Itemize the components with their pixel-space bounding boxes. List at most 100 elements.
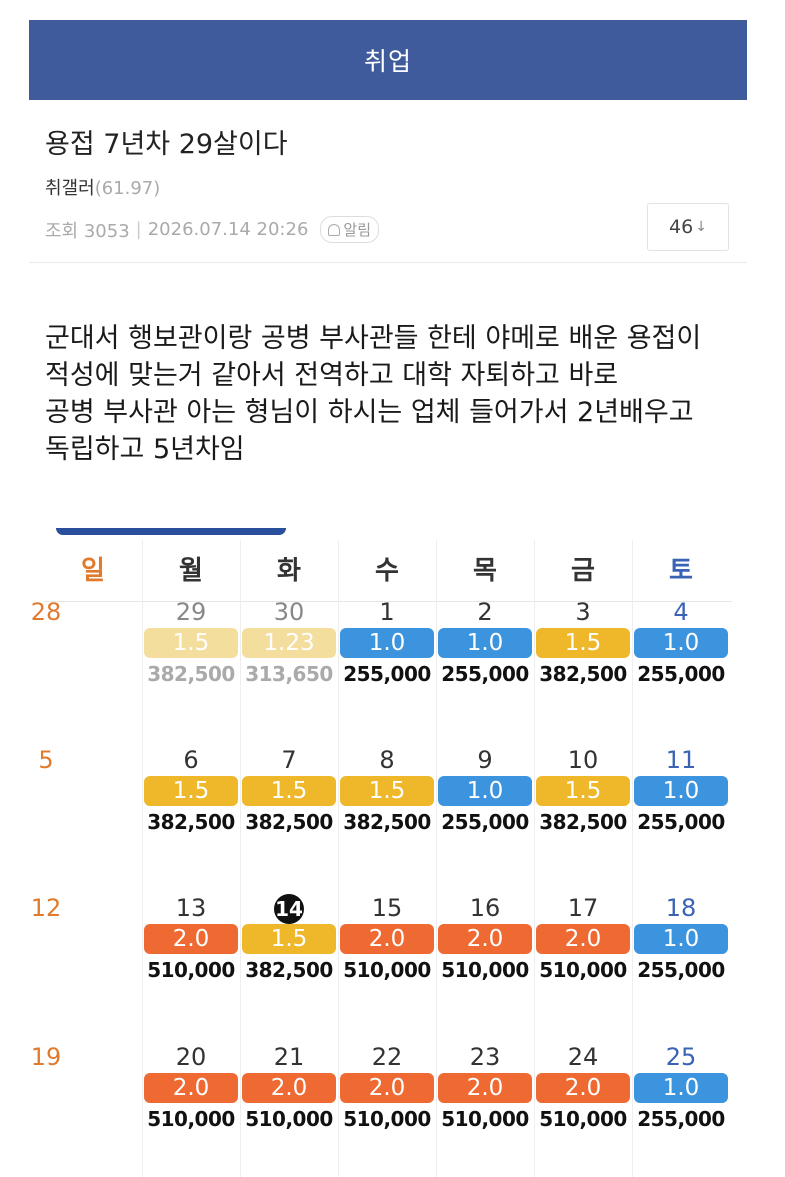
day-number: 5 (38, 746, 54, 774)
work-rate-badge: 1.5 (536, 776, 630, 806)
work-rate-badge: 2.0 (438, 1073, 532, 1103)
work-rate-badge: 1.0 (634, 924, 728, 954)
weekday-thu: 목 (473, 556, 497, 586)
daily-pay-amount: 255,000 (637, 1107, 725, 1131)
calendar-day-cell[interactable]: 4 1.0 255,000 (632, 598, 730, 746)
calendar-week: 28 29 1.5 382,500 30 1.23 313,650 1 1.0 255,000 2 1… (31, 598, 732, 746)
day-number: 7 (281, 746, 297, 774)
day-number: 25 (665, 1043, 697, 1071)
calendar-day-cell[interactable]: 1 1.0 255,000 (338, 598, 436, 746)
calendar-day-cell[interactable]: 6 1.5 382,500 (142, 746, 240, 894)
daily-pay-amount: 382,500 (147, 662, 235, 686)
work-rate-badge: 1.5 (536, 628, 630, 658)
daily-pay-amount: 510,000 (147, 958, 235, 982)
day-number: 28 (30, 598, 62, 626)
day-number: 24 (567, 1043, 599, 1071)
work-rate-badge: 1.5 (242, 776, 336, 806)
body-line: 공병 부사관 아는 형님이 하시는 업체 들어가서 2년배우고 (45, 397, 694, 428)
daily-pay-amount: 255,000 (441, 662, 529, 686)
calendar-week: 5 6 1.5 382,500 7 1.5 382,500 8 1.5 382,500 9 1.0 25… (38, 746, 732, 894)
alarm-button[interactable]: 알림 (320, 216, 379, 243)
comment-count-button[interactable]: 46 ↓ (647, 203, 729, 251)
calendar-day-cell[interactable]: 21 2.0 510,000 (240, 1043, 338, 1177)
weekday-sat: 토 (669, 556, 693, 586)
calendar-column-line (534, 540, 535, 1177)
day-number: 22 (371, 1043, 403, 1071)
calendar-day-cell[interactable]: 2 1.0 255,000 (436, 598, 534, 746)
day-number: 12 (30, 894, 62, 922)
day-number: 9 (477, 746, 493, 774)
work-rate-badge: 1.0 (634, 628, 728, 658)
calendar-day-sunday[interactable]: 5 (38, 746, 142, 894)
calendar-day-cell[interactable]: 17 2.0 510,000 (534, 894, 632, 1042)
board-header[interactable]: 취업 (29, 20, 747, 100)
calendar-day-cell[interactable]: 16 2.0 510,000 (436, 894, 534, 1042)
calendar-day-sunday[interactable]: 19 (31, 1043, 142, 1177)
calendar-day-sunday[interactable]: 12 (31, 894, 142, 1042)
daily-pay-amount: 510,000 (343, 1107, 431, 1131)
day-number: 16 (469, 894, 501, 922)
daily-pay-amount: 510,000 (441, 958, 529, 982)
calendar-day-cell[interactable]: 30 1.23 313,650 (240, 598, 338, 746)
work-rate-badge: 1.0 (634, 776, 728, 806)
calendar-day-cell[interactable]: 3 1.5 382,500 (534, 598, 632, 746)
weekday-fri: 금 (571, 556, 595, 586)
board-title: 취업 (363, 47, 412, 76)
daily-pay-amount: 382,500 (147, 810, 235, 834)
calendar-day-cell[interactable]: 22 2.0 510,000 (338, 1043, 436, 1177)
calendar-day-cell[interactable]: 7 1.5 382,500 (240, 746, 338, 894)
alarm-label: 알림 (343, 221, 371, 239)
daily-pay-amount: 255,000 (637, 662, 725, 686)
calendar-column-line (436, 540, 437, 1177)
calendar-day-cell[interactable]: 25 1.0 255,000 (632, 1043, 730, 1177)
daily-pay-amount: 255,000 (441, 810, 529, 834)
work-rate-badge: 2.0 (340, 924, 434, 954)
view-count: 조회 3053 (45, 220, 130, 242)
work-rate-badge: 2.0 (340, 1073, 434, 1103)
calendar-day-sunday[interactable]: 28 (31, 598, 142, 746)
work-rate-badge: 1.23 (242, 628, 336, 658)
day-number: 8 (379, 746, 395, 774)
work-rate-badge: 1.0 (340, 628, 434, 658)
work-rate-badge: 1.0 (438, 628, 532, 658)
work-rate-badge: 2.0 (536, 924, 630, 954)
divider (29, 262, 747, 263)
day-number: 4 (673, 598, 689, 626)
calendar-day-cell[interactable]: 20 2.0 510,000 (142, 1043, 240, 1177)
daily-pay-amount: 510,000 (441, 1107, 529, 1131)
day-number: 3 (575, 598, 591, 626)
day-number: 21 (273, 1043, 305, 1071)
calendar-day-cell[interactable]: 11 1.0 255,000 (632, 746, 730, 894)
daily-pay-amount: 255,000 (637, 958, 725, 982)
day-number-today: 14 (240, 894, 338, 924)
calendar-day-cell[interactable]: 29 1.5 382,500 (142, 598, 240, 746)
work-rate-badge: 1.5 (242, 924, 336, 954)
work-rate-badge: 1.5 (144, 776, 238, 806)
calendar-day-cell[interactable]: 13 2.0 510,000 (142, 894, 240, 1042)
calendar-day-cell[interactable]: 10 1.5 382,500 (534, 746, 632, 894)
calendar-day-cell[interactable]: 15 2.0 510,000 (338, 894, 436, 1042)
calendar-day-cell[interactable]: 18 1.0 255,000 (632, 894, 730, 1042)
body-line: 적성에 맞는거 같아서 전역하고 대학 자퇴하고 바로 (45, 360, 619, 391)
calendar-day-cell[interactable]: 23 2.0 510,000 (436, 1043, 534, 1177)
calendar-day-cell[interactable]: 24 2.0 510,000 (534, 1043, 632, 1177)
day-number: 17 (567, 894, 599, 922)
calendar-day-cell[interactable]: 14 1.5 382,500 (240, 894, 338, 1042)
calendar-day-cell[interactable]: 9 1.0 255,000 (436, 746, 534, 894)
author-name[interactable]: 취갤러 (45, 178, 95, 199)
calendar-column-line (240, 540, 241, 1177)
daily-pay-amount: 510,000 (539, 1107, 627, 1131)
day-number: 6 (183, 746, 199, 774)
work-rate-badge: 2.0 (144, 924, 238, 954)
work-rate-badge: 1.5 (340, 776, 434, 806)
day-number: 18 (665, 894, 697, 922)
work-rate-badge: 1.0 (634, 1073, 728, 1103)
daily-pay-amount: 382,500 (343, 810, 431, 834)
work-rate-badge: 2.0 (242, 1073, 336, 1103)
bell-icon (328, 223, 341, 236)
daily-pay-amount: 382,500 (245, 958, 333, 982)
calendar-column-line (632, 540, 633, 1177)
calendar-day-cell[interactable]: 8 1.5 382,500 (338, 746, 436, 894)
daily-pay-amount: 255,000 (637, 810, 725, 834)
post-title: 용접 7년차 29살이다 (45, 129, 288, 160)
